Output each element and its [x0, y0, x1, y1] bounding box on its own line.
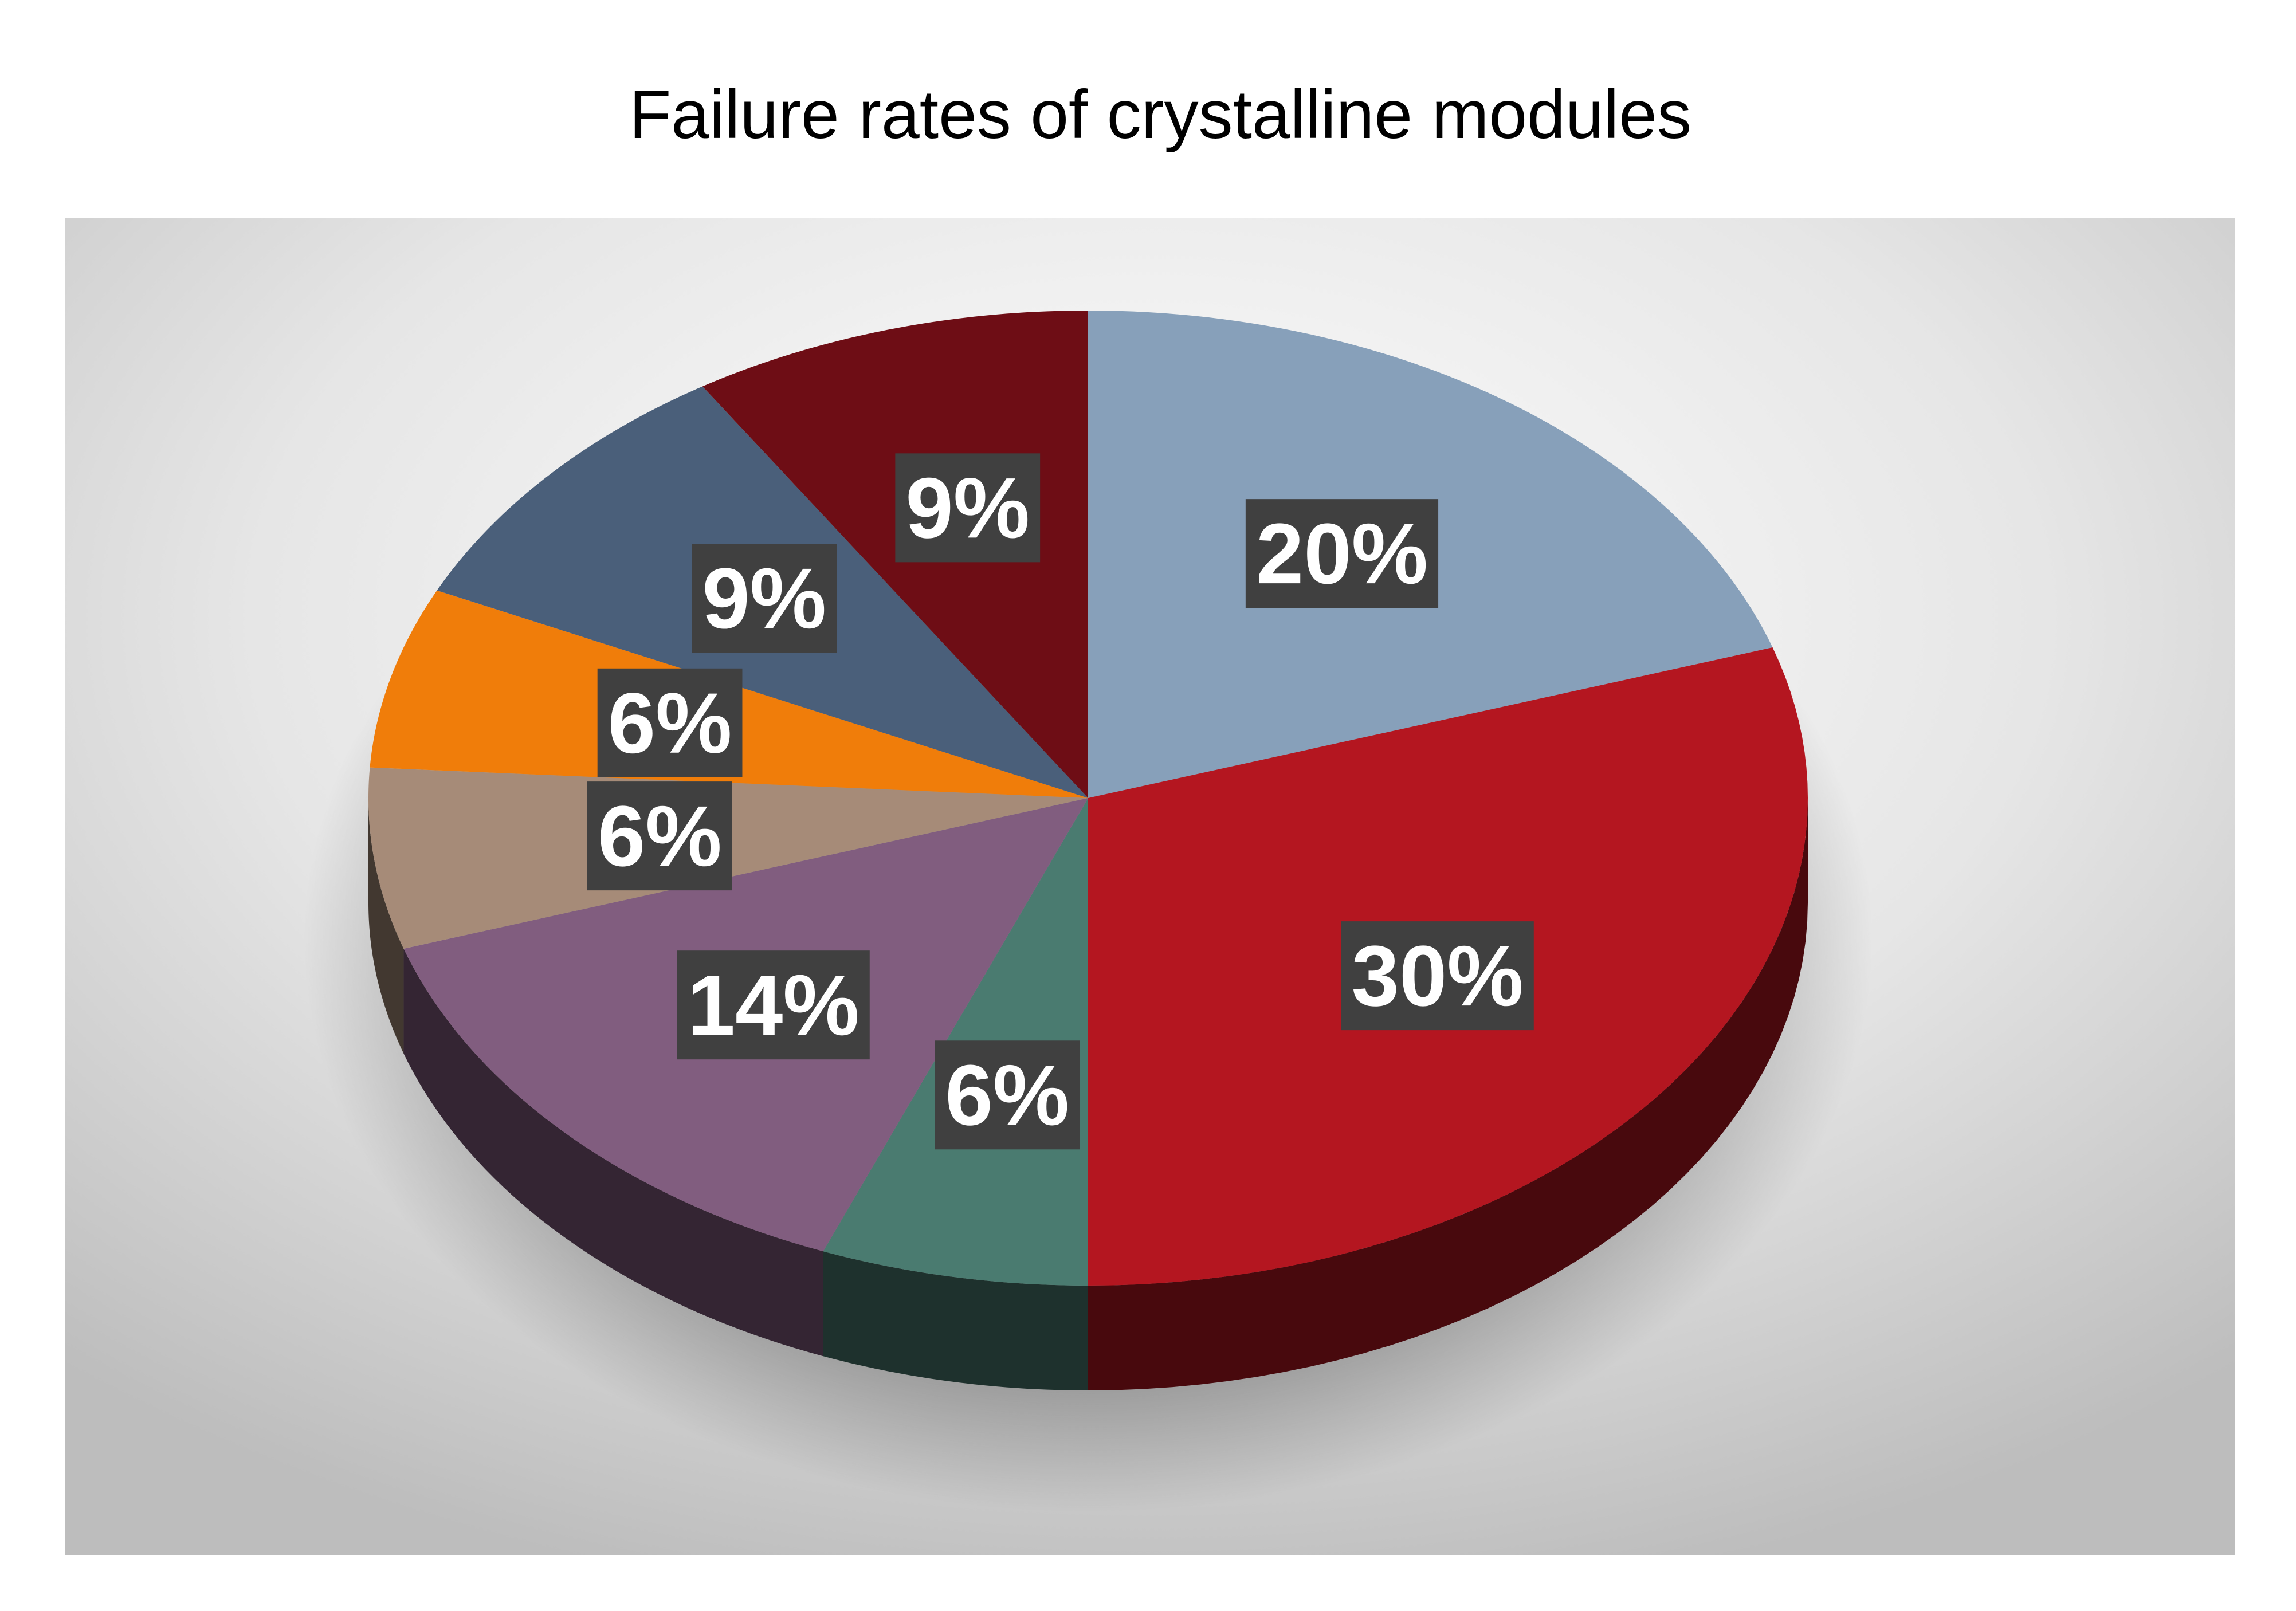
- data-label-box: [1245, 499, 1439, 608]
- data-label-box: [587, 781, 732, 891]
- slice-side: [1088, 798, 1808, 1390]
- data-label: 20%: [1245, 499, 1439, 608]
- data-label: 6%: [935, 1040, 1080, 1150]
- data-label-box: [692, 544, 837, 653]
- chart-title: Failure rates of crystalline modules: [629, 76, 1691, 153]
- data-label-text: 6%: [945, 1047, 1069, 1143]
- data-label-text: 9%: [905, 459, 1030, 556]
- data-label-text: 6%: [608, 675, 732, 771]
- data-label: 30%: [1341, 921, 1534, 1031]
- data-label: 9%: [692, 544, 837, 653]
- data-label-text: 9%: [702, 550, 826, 646]
- data-label-box: [597, 668, 743, 777]
- data-label-box: [895, 453, 1041, 563]
- data-label-text: 6%: [598, 788, 722, 884]
- slice-side: [823, 1251, 1088, 1390]
- data-label: 9%: [895, 453, 1041, 563]
- slice-side: [368, 798, 404, 1054]
- data-label: 14%: [677, 950, 870, 1060]
- data-label: 6%: [587, 781, 732, 891]
- data-label: 6%: [597, 668, 743, 777]
- data-label-text: 14%: [688, 957, 859, 1053]
- data-label-box: [1341, 921, 1534, 1031]
- pie: 20% 30% 6% 14% 6% 6% 9% 9%: [368, 311, 1808, 1390]
- data-label-box: [935, 1040, 1080, 1150]
- data-label-text: 30%: [1352, 928, 1524, 1024]
- data-label-text: 20%: [1256, 505, 1428, 602]
- slice-side: [403, 948, 823, 1357]
- data-label-box: [677, 950, 870, 1060]
